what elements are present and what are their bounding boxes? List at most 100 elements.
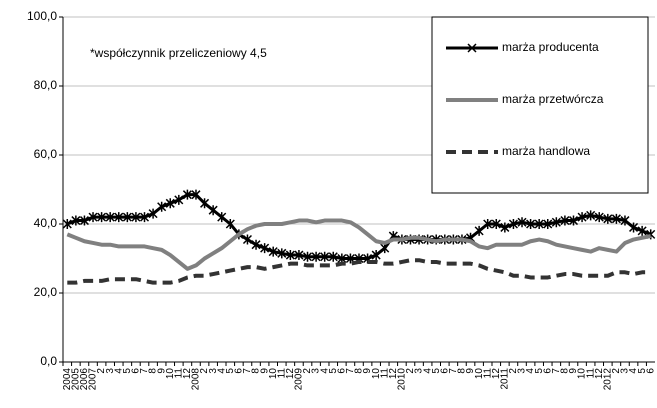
x-tick-label: 7: [345, 368, 356, 374]
star-marker: [225, 219, 235, 229]
star-marker: [560, 215, 570, 226]
x-tick-label: 3: [620, 368, 631, 374]
star-marker: [182, 189, 192, 200]
x-tick-label: 2005: [71, 368, 82, 391]
y-tick-label: 100,0: [27, 9, 57, 23]
star-marker: [242, 234, 252, 245]
star-marker: [568, 215, 579, 226]
x-tick-label: 3: [311, 368, 322, 374]
x-tick-label: 6: [336, 368, 347, 374]
star-marker: [517, 217, 527, 228]
star-marker: [534, 219, 544, 229]
x-tick-label: 4: [319, 368, 330, 374]
x-tick-label: 2: [508, 368, 519, 374]
star-marker: [208, 205, 218, 216]
x-tick-label: 11: [173, 368, 184, 379]
x-tick-label: 2004: [62, 368, 73, 391]
star-marker: [131, 212, 141, 223]
x-tick-label: 8: [560, 368, 571, 374]
star-marker: [577, 212, 587, 223]
star-marker: [260, 243, 270, 254]
x-tick-label: 4: [525, 368, 536, 374]
x-tick-label: 4: [422, 368, 433, 374]
x-tick-label: 6: [234, 368, 245, 374]
star-marker: [251, 239, 261, 250]
x-tick-label: 12: [285, 368, 296, 380]
star-marker: [165, 198, 175, 209]
x-tick-label: 10: [165, 368, 176, 380]
star-marker: [88, 212, 98, 223]
x-tick-label: 6: [439, 368, 450, 374]
legend-label: marża przetwórcza: [502, 92, 604, 106]
star-marker: [217, 212, 227, 223]
star-marker: [157, 201, 167, 212]
y-tick-label: 40,0: [34, 216, 58, 230]
x-tick-label: 11: [276, 368, 287, 379]
star-marker: [294, 250, 304, 261]
y-tick-label: 20,0: [34, 285, 58, 299]
x-tick-label: 8: [251, 368, 262, 374]
legend-label: marża producenta: [502, 40, 599, 54]
x-tick-label: 4: [628, 368, 639, 374]
star-marker: [611, 213, 621, 224]
x-tick-label: 10: [577, 368, 588, 380]
star-marker: [191, 189, 201, 200]
star-marker: [500, 222, 510, 233]
star-marker: [320, 251, 330, 262]
star-marker: [200, 198, 210, 209]
star-marker: [311, 251, 321, 262]
x-tick-label: 12: [388, 368, 399, 380]
star-marker: [268, 246, 278, 257]
x-tick-label: 3: [517, 368, 528, 374]
y-tick-label: 60,0: [34, 147, 58, 161]
x-tick-label: 5: [534, 368, 545, 374]
x-tick-label: 2008: [191, 368, 202, 391]
x-tick-label: 8: [354, 368, 365, 374]
x-tick-label: 6: [542, 368, 553, 374]
x-tick-label: 2: [302, 368, 313, 374]
x-tick-label: 9: [362, 368, 373, 374]
star-marker: [148, 208, 158, 219]
x-tick-label: 12: [491, 368, 502, 380]
x-tick-label: 2: [405, 368, 416, 374]
x-tick-label: 2006: [79, 368, 90, 391]
star-marker: [302, 251, 313, 262]
star-marker: [543, 219, 553, 229]
x-tick-label: 5: [225, 368, 236, 374]
x-tick-label: 2011: [499, 368, 510, 390]
x-tick-label: 2007: [88, 368, 99, 391]
star-marker: [62, 219, 72, 229]
star-marker: [277, 248, 287, 259]
x-tick-label: 10: [268, 368, 279, 380]
y-tick-label: 0,0: [40, 354, 57, 368]
legend-box: [431, 16, 649, 194]
x-tick-label: 7: [242, 368, 253, 374]
x-tick-label: 12: [182, 368, 193, 380]
x-tick-label: 3: [414, 368, 425, 374]
series-line: [66, 218, 652, 271]
x-tick-label: 10: [474, 368, 485, 380]
x-tick-label: 7: [551, 368, 562, 374]
star-marker: [139, 212, 150, 223]
x-tick-label: 3: [208, 368, 219, 374]
x-tick-label: 2: [199, 368, 210, 374]
x-tick-label: 10: [371, 368, 382, 380]
x-tick-label: 8: [457, 368, 468, 374]
x-tick-label: 11: [482, 368, 493, 379]
star-marker: [97, 212, 107, 223]
x-tick-label: 8: [148, 368, 159, 374]
star-marker: [371, 250, 381, 261]
x-tick-label: 9: [465, 368, 476, 374]
x-tick-label: 2: [96, 368, 107, 374]
annotation: *współczynnik przeliczeniowy 4,5: [90, 46, 267, 60]
star-marker: [491, 219, 501, 229]
x-tick-label: 7: [448, 368, 459, 374]
x-tick-label: 5: [431, 368, 442, 374]
star-marker: [174, 194, 184, 205]
series-line: [67, 258, 651, 285]
x-tick-label: 7: [139, 368, 150, 374]
legend-label: marża handlowa: [502, 144, 590, 158]
star-marker: [637, 225, 647, 236]
star-marker: [328, 251, 338, 262]
star-marker: [105, 212, 115, 223]
